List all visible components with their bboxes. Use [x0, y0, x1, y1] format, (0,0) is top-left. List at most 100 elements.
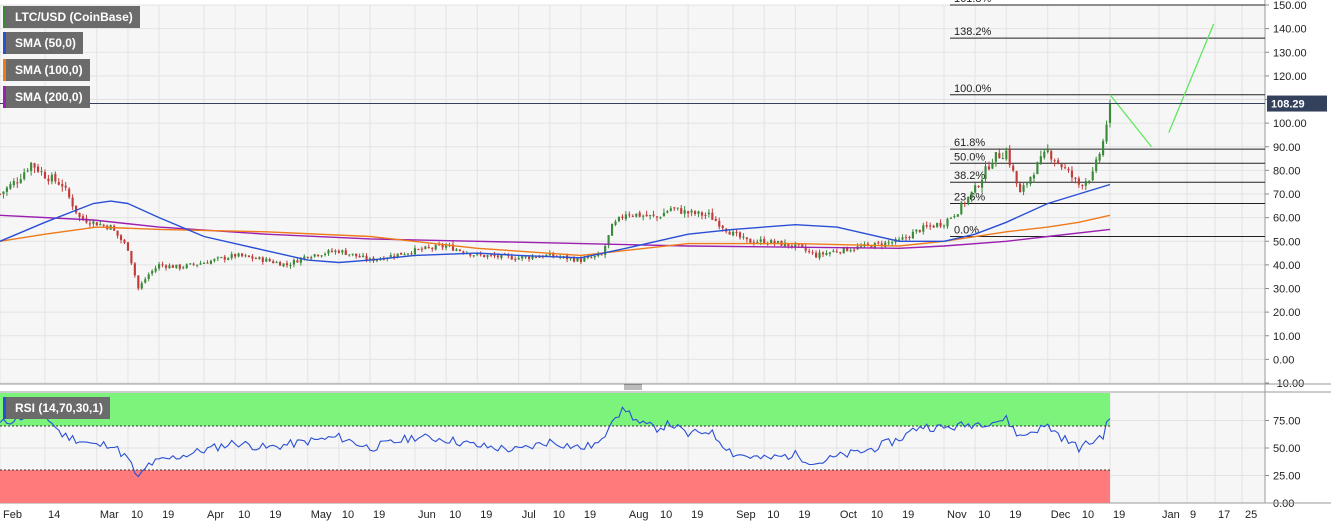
candle-body[interactable]: [572, 257, 576, 262]
candle-body[interactable]: [835, 251, 838, 253]
last-price-badge[interactable]: [1267, 95, 1327, 112]
candle-body[interactable]: [306, 256, 309, 258]
candle-body[interactable]: [676, 207, 679, 209]
candle-body[interactable]: [548, 252, 551, 256]
candle-body[interactable]: [237, 253, 240, 257]
candle-body[interactable]: [64, 185, 67, 188]
candle-body[interactable]: [95, 222, 98, 226]
candle-body[interactable]: [68, 188, 71, 198]
candle-body[interactable]: [424, 246, 427, 249]
candle-body[interactable]: [1084, 181, 1087, 186]
candle-body[interactable]: [119, 235, 123, 241]
candle-body[interactable]: [770, 240, 773, 244]
candle-body[interactable]: [1088, 180, 1091, 183]
candle-body[interactable]: [742, 236, 745, 238]
candle-body[interactable]: [137, 275, 140, 289]
candle-body[interactable]: [396, 253, 399, 258]
candle-body[interactable]: [794, 243, 797, 248]
candle-body[interactable]: [970, 191, 973, 198]
candle-body[interactable]: [1067, 168, 1070, 171]
candle-body[interactable]: [987, 166, 991, 170]
candle-body[interactable]: [891, 242, 894, 244]
candle-body[interactable]: [472, 255, 475, 257]
candle-body[interactable]: [451, 244, 455, 251]
candle-body[interactable]: [977, 186, 980, 188]
candle-body[interactable]: [859, 246, 863, 248]
candle-body[interactable]: [669, 208, 672, 211]
candle-body[interactable]: [157, 264, 161, 269]
candle-body[interactable]: [462, 251, 465, 254]
candle-body[interactable]: [19, 179, 22, 183]
candle-body[interactable]: [704, 214, 707, 216]
candle-body[interactable]: [323, 253, 327, 255]
candle-body[interactable]: [801, 244, 804, 247]
candle-body[interactable]: [431, 248, 434, 250]
candle-body[interactable]: [517, 257, 520, 260]
candle-body[interactable]: [763, 238, 766, 244]
candle-body[interactable]: [1001, 158, 1004, 160]
candle-body[interactable]: [400, 252, 403, 255]
candle-body[interactable]: [1032, 174, 1035, 179]
candle-body[interactable]: [496, 255, 500, 258]
candle-body[interactable]: [320, 255, 323, 257]
candle-body[interactable]: [846, 247, 849, 252]
projection-line-up[interactable]: [1168, 23, 1215, 133]
candle-body[interactable]: [365, 255, 368, 261]
candle-body[interactable]: [839, 252, 842, 254]
candle-body[interactable]: [102, 224, 105, 226]
candle-body[interactable]: [247, 255, 251, 257]
candle-body[interactable]: [292, 260, 295, 265]
candle-body[interactable]: [946, 218, 949, 227]
candle-body[interactable]: [57, 182, 60, 185]
candle-body[interactable]: [1081, 185, 1084, 187]
candle-body[interactable]: [36, 166, 40, 172]
candle-body[interactable]: [175, 264, 178, 268]
candle-body[interactable]: [265, 258, 268, 262]
candle-body[interactable]: [645, 214, 648, 217]
candle-body[interactable]: [649, 215, 652, 217]
candle-body[interactable]: [227, 258, 230, 260]
candle-body[interactable]: [804, 247, 807, 251]
candle-body[interactable]: [815, 252, 818, 258]
rsi-legend[interactable]: RSI (14,70,30,1): [3, 397, 111, 419]
candle-body[interactable]: [344, 250, 347, 255]
candle-body[interactable]: [196, 264, 199, 266]
candle-body[interactable]: [1095, 159, 1098, 171]
candle-body[interactable]: [483, 254, 486, 258]
candle-body[interactable]: [604, 246, 607, 255]
candle-body[interactable]: [144, 279, 147, 283]
candle-body[interactable]: [842, 247, 845, 254]
candle-body[interactable]: [85, 218, 88, 223]
candle-body[interactable]: [1025, 183, 1029, 185]
candle-body[interactable]: [998, 153, 1001, 159]
candle-body[interactable]: [1060, 163, 1063, 168]
candle-body[interactable]: [123, 239, 126, 243]
candle-body[interactable]: [590, 257, 593, 259]
candle-body[interactable]: [189, 263, 192, 265]
candle-body[interactable]: [351, 253, 354, 255]
candle-body[interactable]: [552, 253, 555, 257]
candle-body[interactable]: [50, 174, 53, 182]
candle-body[interactable]: [811, 252, 814, 254]
candle-body[interactable]: [832, 250, 835, 253]
candle-body[interactable]: [285, 263, 289, 266]
candle-body[interactable]: [631, 215, 634, 217]
candle-body[interactable]: [9, 184, 12, 189]
candle-body[interactable]: [1012, 165, 1015, 171]
candle-body[interactable]: [375, 259, 378, 261]
candle-body[interactable]: [932, 225, 935, 228]
candle-body[interactable]: [1008, 149, 1011, 166]
candle-body[interactable]: [963, 202, 966, 205]
candle-body[interactable]: [0, 193, 2, 195]
candle-body[interactable]: [151, 270, 154, 274]
candle-body[interactable]: [994, 152, 997, 162]
candle-body[interactable]: [510, 256, 513, 260]
candle-body[interactable]: [1077, 178, 1080, 185]
candle-body[interactable]: [1046, 149, 1049, 152]
candle-body[interactable]: [738, 232, 742, 238]
rsi-line[interactable]: [0, 406, 1111, 478]
candle-body[interactable]: [866, 243, 870, 245]
candle-body[interactable]: [337, 250, 340, 253]
candle-body[interactable]: [714, 218, 717, 221]
candle-body[interactable]: [901, 237, 904, 240]
